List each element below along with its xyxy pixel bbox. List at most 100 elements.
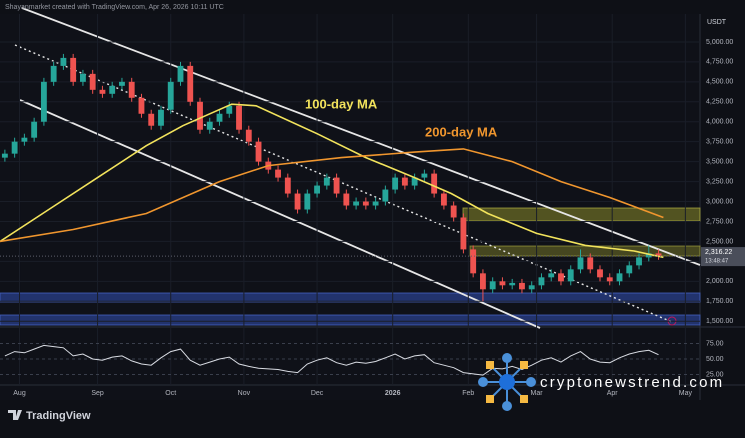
candle-body [60,57,67,66]
x-tick-label: Mar [531,390,544,397]
candle-body [499,281,506,286]
plot-area [0,14,700,400]
candle-body [401,177,408,186]
candle-body [333,177,340,194]
x-tick-label: May [679,390,693,397]
watermark: cryptonewstrend.com [478,353,724,411]
y-tick-label: 2,750.00 [706,218,733,225]
candle-body [538,277,545,286]
grid [0,14,700,385]
candle-body [187,65,194,102]
support-zone [0,292,701,303]
candle-body [304,193,311,210]
watermark-logo [486,361,494,369]
candle-body [1,153,8,158]
candle-body [148,113,155,126]
candle-body [353,201,360,206]
candle-body [470,249,477,274]
y-tick-label: 4,000.00 [706,119,733,126]
candle-body [411,177,418,186]
watermark-logo [526,377,536,387]
candle-body [167,81,174,110]
last-price-label: 2,316.22 [705,249,732,256]
candle-body [587,257,594,270]
y-tick-label: 1,500.00 [706,318,733,325]
watermark-logo [502,353,512,363]
rsi-tick-label: 25.00 [706,371,724,378]
resistance-zone [462,207,701,222]
y-tick-label: 3,000.00 [706,198,733,205]
candle-body [450,205,457,218]
brand: TradingView [8,410,91,422]
candle-body [460,217,467,250]
candle-body [509,282,516,286]
y-tick-label: 4,250.00 [706,99,733,106]
x-tick-label: Apr [607,390,619,397]
candle-body [636,257,642,266]
candle-body [382,189,389,202]
brand-logo [8,410,22,420]
ma-line [0,148,664,243]
candle-body [577,257,584,270]
candle-body [655,253,662,257]
candle-body [70,57,77,82]
candle-body [21,137,28,142]
candle-body [226,105,233,114]
x-tick-label: Sep [91,390,104,397]
y-tick-label: 3,500.00 [706,158,733,165]
ma100-annotation: 100-day MA [305,96,378,111]
y-tick-label: 2,500.00 [706,238,733,245]
candle-body [431,173,438,194]
candle-body [489,281,496,290]
watermark-logo [499,374,515,390]
x-tick-label: Nov [238,390,251,397]
watermark-logo [486,395,494,403]
candle-body [50,65,57,82]
candle-body [275,169,281,178]
candle-body [616,273,623,282]
watermark-text: cryptonewstrend.com [540,374,724,391]
candle-body [548,273,555,278]
x-tick-label: 2026 [385,390,401,397]
candle-body [314,185,320,194]
last-price-box [701,247,745,267]
x-tick-label: Oct [165,390,176,397]
rsi-tick-label: 50.00 [706,356,724,363]
channel-lower [19,99,541,329]
y-tick-label: 4,750.00 [706,59,733,66]
candle-body [606,277,613,282]
ma-line [0,103,664,259]
candle-body [31,121,38,138]
candle-body [440,193,447,206]
ma200-annotation: 200-day MA [425,124,498,139]
candle-body [197,101,203,130]
support-zone [0,314,701,326]
x-tick-label: Feb [462,390,474,397]
candle-body [255,141,262,162]
candle-body [567,269,574,282]
rsi-line [4,344,659,376]
channel-mid [14,44,673,323]
watermark-logo [520,361,528,369]
y-tick-label: 5,000.00 [706,39,733,46]
candle-body [343,193,350,206]
x-tick-label: Aug [13,390,26,397]
marks [0,53,700,376]
candle-body [528,285,535,290]
candle-body [109,85,116,94]
x-tick-label: Dec [311,390,324,397]
candle-body [480,273,486,290]
brand-text: TradingView [26,410,91,422]
candle-body [40,81,47,122]
candle-body [128,81,135,98]
y-tick-label: 2,000.00 [706,278,733,285]
candle-body [89,73,96,90]
candle-body [216,113,223,122]
y-tick-label: 3,250.00 [706,178,733,185]
rsi-tick-label: 75.00 [706,340,724,347]
candle-body [245,129,252,142]
candle-body [80,73,86,82]
candle-body [558,273,564,282]
candle-body [597,269,603,278]
